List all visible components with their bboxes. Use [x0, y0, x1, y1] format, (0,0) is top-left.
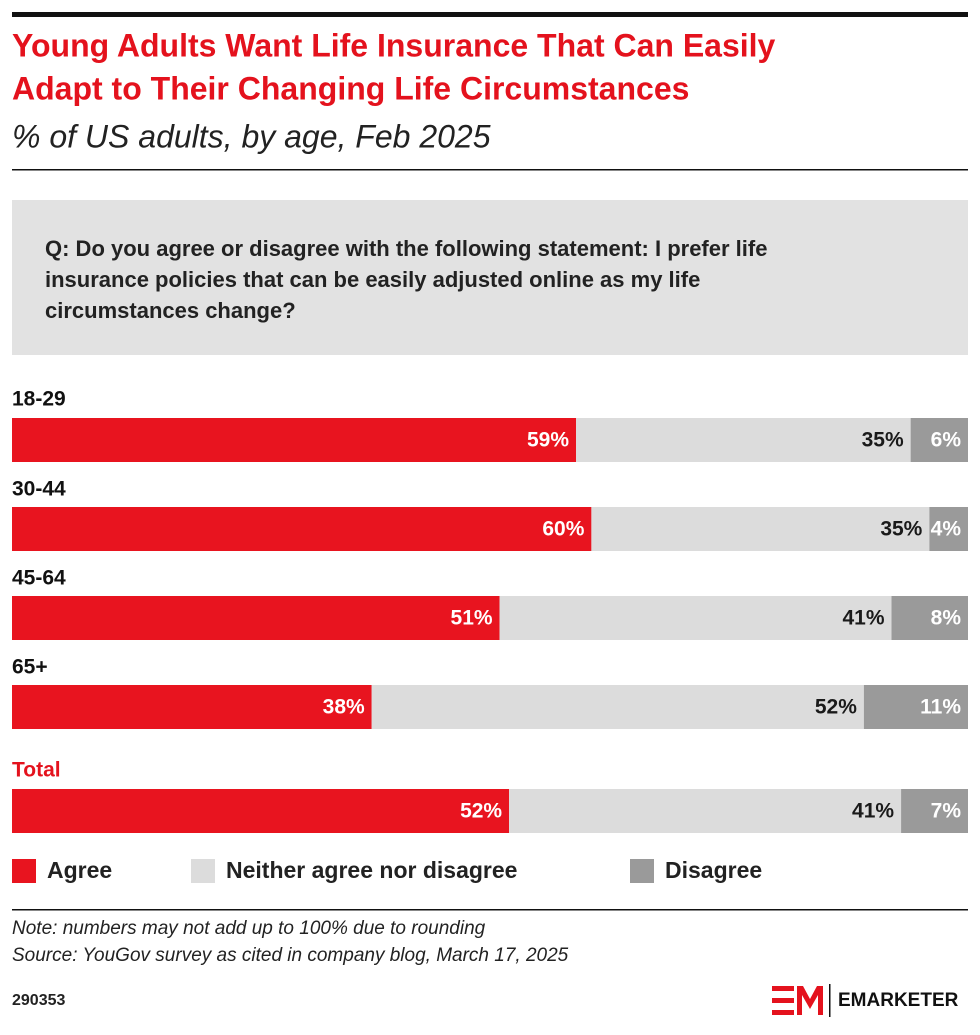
- value-label: 59%: [527, 429, 569, 452]
- value-label: 35%: [862, 429, 904, 452]
- question: insurance policies that can be easily ad…: [45, 267, 700, 292]
- value-label: 52%: [815, 696, 857, 719]
- legend-label: Disagree: [665, 857, 762, 883]
- legend-label: Neither agree nor disagree: [226, 857, 517, 883]
- value-label: 7%: [931, 800, 962, 823]
- bar-segment: [509, 789, 902, 833]
- bar-segment: [371, 685, 864, 729]
- bar-segment: [901, 789, 968, 833]
- value-label: 60%: [542, 518, 584, 541]
- value-label: 8%: [931, 607, 962, 630]
- value-label: 35%: [880, 518, 922, 541]
- question-box: [12, 200, 968, 355]
- bar-segment: [12, 507, 592, 551]
- category-label: 30-44: [12, 478, 66, 501]
- legend-label: Agree: [47, 857, 112, 883]
- legend-swatch: [191, 859, 215, 883]
- legend-swatch: [12, 859, 36, 883]
- bar-segment: [591, 507, 930, 551]
- note: Note: numbers may not add up to 100% due…: [12, 918, 486, 939]
- value-label: 4%: [931, 518, 962, 541]
- bar-segment: [12, 789, 510, 833]
- logo-mark: [772, 986, 794, 991]
- logo: EMARKETER: [772, 984, 959, 1017]
- question: Q: Do you agree or disagree with the fol…: [45, 236, 767, 261]
- question: circumstances change?: [45, 298, 296, 323]
- logo-mark: [772, 998, 794, 1003]
- category-label: Total: [12, 759, 61, 782]
- bar-segment: [12, 596, 500, 640]
- chart-id: 290353: [12, 992, 65, 1009]
- value-label: 41%: [842, 607, 884, 630]
- logo-mark: [772, 1010, 794, 1015]
- value-label: 51%: [451, 607, 493, 630]
- bar-segment: [910, 418, 968, 462]
- logo-mark: [797, 986, 823, 1015]
- legend-swatch: [630, 859, 654, 883]
- chart-title-cont: Adapt to Their Changing Life Circumstanc…: [12, 70, 689, 106]
- bar-segment: [863, 685, 968, 729]
- bar-segment: [499, 596, 892, 640]
- chart-title: Young Adults Want Life Insurance That Ca…: [12, 27, 776, 63]
- brand: EMARKETER: [838, 990, 959, 1011]
- value-label: 11%: [920, 696, 961, 719]
- chart-subtitle: % of US adults, by age, Feb 2025: [12, 118, 491, 154]
- rule: [12, 909, 968, 911]
- bar-segment: [12, 418, 577, 462]
- category-label: 65+: [12, 656, 48, 679]
- value-label: 41%: [852, 800, 894, 823]
- source: Source: YouGov survey as cited in compan…: [12, 945, 569, 966]
- category-label: 45-64: [12, 567, 66, 590]
- value-label: 52%: [460, 800, 502, 823]
- top-rule: [12, 12, 968, 17]
- bar-segment: [929, 507, 968, 551]
- bar-segment: [891, 596, 968, 640]
- bar-segment: [576, 418, 911, 462]
- logo-divider: [829, 984, 831, 1017]
- value-label: 6%: [931, 429, 962, 452]
- category-label: 18-29: [12, 388, 66, 411]
- rule: [12, 169, 968, 171]
- bar-segment: [12, 685, 372, 729]
- value-label: 38%: [323, 696, 365, 719]
